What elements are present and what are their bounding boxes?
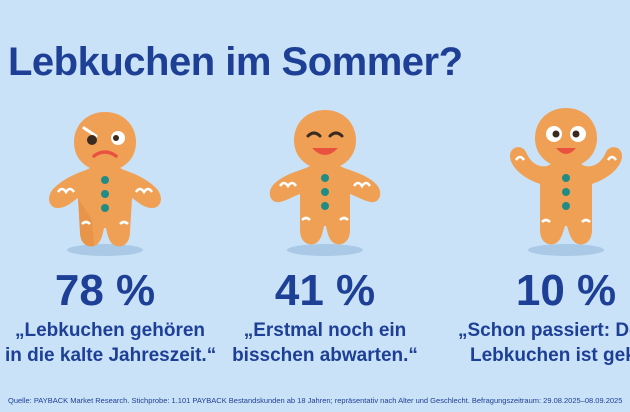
source-note: Quelle: PAYBACK Market Research. Stichpr… — [8, 396, 623, 405]
quote-2-line-2: bisschen abwarten.“ — [232, 345, 418, 366]
quote-1-line-1: „Lebkuchen gehören — [14, 320, 206, 341]
quote-1-line-2: in die kalte Jahreszeit.“ — [5, 345, 217, 366]
quote-3-line-2: Lebkuchen ist gekau — [470, 345, 630, 366]
happy-gingerbread-man-icon — [510, 108, 622, 256]
calm-gingerbread-man-icon — [269, 110, 381, 256]
value-label-2: 41 % — [274, 266, 376, 315]
quote-3-line-1: „Schon passiert: Der — [458, 320, 630, 341]
quote-2: „Erstmal noch ein bisschen abwarten.“ — [232, 318, 418, 368]
quote-1: „Lebkuchen gehören in die kalte Jahresze… — [5, 318, 217, 368]
value-label-3: 10 % — [515, 266, 617, 315]
value-label-1: 78 % — [54, 266, 156, 315]
page-title: Lebkuchen im Sommer? — [8, 40, 463, 84]
quote-2-line-1: „Erstmal noch ein — [243, 320, 407, 341]
sad-gingerbread-man-icon — [49, 112, 161, 256]
quote-3: „Schon passiert: Der Lebkuchen ist gekau — [458, 318, 630, 368]
